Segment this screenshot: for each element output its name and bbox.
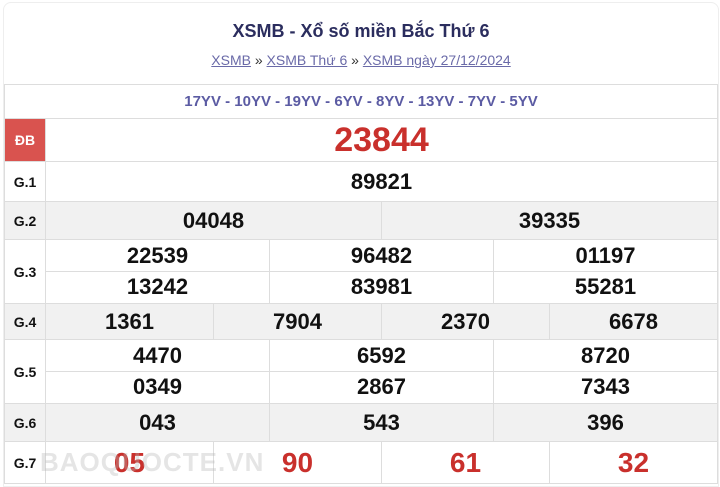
prize-g7: 32 bbox=[549, 441, 718, 484]
prize-g5: 2867 bbox=[270, 371, 493, 402]
prize-g6: 043 bbox=[45, 403, 270, 442]
prize-g5: 0349 bbox=[46, 371, 269, 402]
prize-g6: 396 bbox=[493, 403, 718, 442]
prize-g1: 89821 bbox=[45, 161, 718, 202]
prize-g2: 39335 bbox=[381, 201, 718, 240]
prize-g3: 01197 bbox=[575, 243, 636, 268]
label-db: ĐB bbox=[4, 118, 46, 162]
breadcrumb-xsmb[interactable]: XSMB bbox=[211, 52, 251, 68]
prize-g5: 6592 bbox=[357, 343, 406, 368]
breadcrumb-separator: » bbox=[254, 52, 263, 68]
prize-g7: 05 bbox=[45, 441, 214, 484]
breadcrumb-separator: » bbox=[351, 52, 359, 68]
prize-g5: 4470 bbox=[133, 343, 182, 368]
label-g1: G.1 bbox=[4, 161, 46, 202]
prize-g5: 7343 bbox=[494, 371, 717, 402]
prize-g3: 83981 bbox=[270, 271, 493, 302]
label-g3: G.3 bbox=[4, 239, 46, 304]
label-g4: G.4 bbox=[4, 303, 46, 340]
results-table: 17YV - 10YV - 19YV - 6YV - 8YV - 13YV - … bbox=[4, 84, 718, 484]
prize-codes: 17YV - 10YV - 19YV - 6YV - 8YV - 13YV - … bbox=[4, 84, 718, 119]
prize-g3: 96482 bbox=[350, 243, 413, 268]
prize-g7: 90 bbox=[213, 441, 382, 484]
prize-g3: 55281 bbox=[494, 271, 717, 302]
breadcrumb: XSMB » XSMB Thứ 6 » XSMB ngày 27/12/2024 bbox=[4, 52, 718, 68]
prize-g7: 61 bbox=[381, 441, 550, 484]
prize-g4: 1361 bbox=[45, 303, 214, 340]
breadcrumb-xsmb-thu6[interactable]: XSMB Thứ 6 bbox=[266, 52, 348, 68]
results-panel: XSMB - Xổ số miền Bắc Thứ 6 XSMB » XSMB … bbox=[3, 2, 719, 487]
prize-g2: 04048 bbox=[45, 201, 382, 240]
label-g5: G.5 bbox=[4, 339, 46, 404]
prize-g4: 6678 bbox=[549, 303, 718, 340]
label-g7: G.7 bbox=[4, 441, 46, 484]
page-title: XSMB - Xổ số miền Bắc Thứ 6 bbox=[232, 21, 490, 41]
special-prize: 23844 bbox=[45, 118, 718, 162]
prize-g4: 7904 bbox=[213, 303, 382, 340]
prize-g3: 13242 bbox=[46, 271, 269, 302]
prize-g3: 22539 bbox=[126, 243, 189, 268]
prize-g6: 543 bbox=[269, 403, 494, 442]
prize-g4: 2370 bbox=[381, 303, 550, 340]
breadcrumb-date[interactable]: XSMB ngày 27/12/2024 bbox=[362, 52, 511, 68]
prize-g5: 8720 bbox=[581, 343, 630, 368]
label-g2: G.2 bbox=[4, 201, 46, 240]
label-g6: G.6 bbox=[4, 403, 46, 442]
